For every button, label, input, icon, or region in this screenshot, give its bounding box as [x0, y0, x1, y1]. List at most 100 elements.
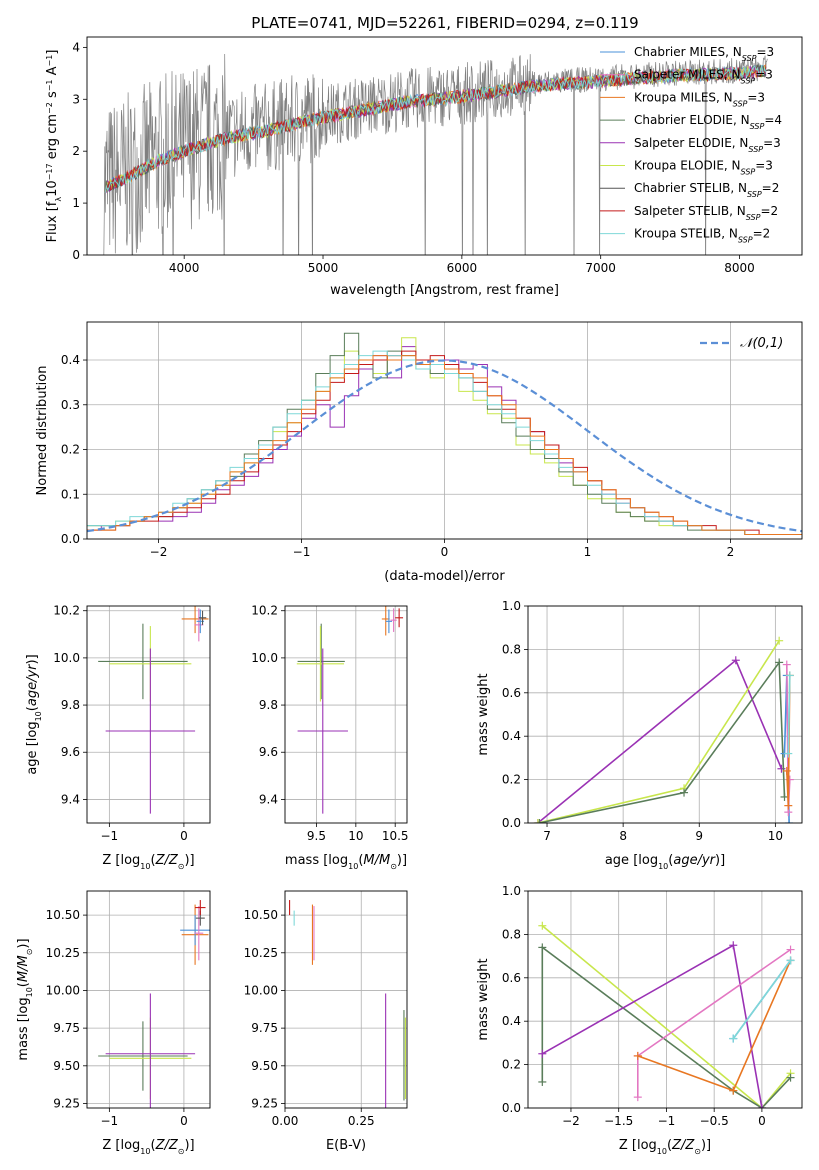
legend: Chabrier MILES, NSSP=3 Salpeter MILES, NS…	[600, 45, 782, 244]
weight-marker	[786, 956, 795, 965]
errorbar-point	[385, 609, 393, 634]
errorbar-point	[105, 993, 196, 1108]
weight-marker	[757, 1104, 766, 1108]
weight-marker	[785, 819, 794, 823]
legend-label: 𝒩(0,1)	[740, 336, 783, 351]
legend-label: Salpeter ELODIE, NSSP=3	[634, 136, 781, 154]
x-tick-label: 10	[348, 829, 363, 843]
x-axis-label: Z [log10(Z/Z⊙)]	[619, 1138, 711, 1156]
x-tick-label: 9	[695, 829, 703, 843]
y-tick-label: 0.0	[61, 532, 80, 546]
errorbar-point	[297, 623, 345, 700]
x-tick-label: 2	[727, 545, 735, 559]
x-axis-label: (data-model)/error	[384, 569, 505, 584]
weight-marker	[785, 671, 794, 680]
weight-marker	[538, 943, 547, 952]
axes-frame	[86, 890, 211, 1109]
weight-marker	[533, 819, 542, 823]
axes-frame	[86, 36, 803, 256]
weight-marker	[775, 636, 784, 645]
plot-area-age_vs_mass	[296, 606, 404, 814]
y-tick-label: 9.75	[251, 1021, 278, 1035]
weight-marker	[775, 658, 784, 667]
y-tick-label: 10.25	[244, 946, 278, 960]
y-axis-label: mass weight	[476, 673, 491, 755]
y-tick-label: 10.25	[46, 946, 80, 960]
legend-label: Chabrier STELIB, NSSP=2	[634, 181, 779, 199]
legend-label: Chabrier MILES, NSSP=3	[634, 45, 774, 63]
y-tick-label: 9.6	[61, 745, 80, 759]
x-tick-label: 0	[758, 1114, 766, 1128]
y-tick-label: 10.00	[46, 983, 80, 997]
x-tick-label: 0.00	[272, 1114, 299, 1128]
y-tick-label: 9.8	[259, 698, 278, 712]
legend-label: Chabrier ELODIE, NSSP=4	[634, 113, 782, 131]
legend-label: Salpeter MILES, NSSP=3	[634, 68, 773, 86]
x-tick-label: −0.5	[700, 1114, 729, 1128]
x-tick-label: −2	[150, 545, 168, 559]
plot-area-weight_vs_Z	[538, 921, 795, 1108]
plot-residuals: −2 −1 0 1 2 0.0 0.1 0.2 0.3 0.4 (data-model)/error…	[35, 321, 803, 584]
errorbar-point	[98, 1021, 188, 1091]
errorbar-point	[181, 606, 209, 634]
y-axis-label: age [log10(age/yr)]	[25, 654, 43, 774]
y-tick-label: 0.2	[502, 1058, 521, 1072]
weight-line	[787, 675, 791, 754]
weight-marker	[782, 766, 791, 775]
plot-mass_vs_ebv: 0.00 0.25 9.25 9.50 9.75 10.00 10.25 10.50 E(B-V…	[244, 890, 408, 1153]
y-tick-label: 9.50	[251, 1059, 278, 1073]
plot-area-mass_vs_Z	[98, 900, 210, 1108]
axes-frame	[527, 890, 803, 1109]
x-tick-label: 7000	[585, 261, 616, 275]
y-tick-label: 10.0	[53, 651, 80, 665]
y-tick-label: 1	[72, 196, 80, 210]
x-tick-label: −1.5	[604, 1114, 633, 1128]
plot-weight_vs_age: 7 8 9 10 0.0 0.2 0.4 0.6 0.8 1.0 age [log10(age/yr…	[476, 599, 803, 871]
plot-area-age_vs_Z	[98, 606, 209, 814]
y-tick-label: 9.4	[259, 792, 278, 806]
errorbar-point	[180, 915, 210, 946]
y-tick-label: 0.2	[502, 773, 521, 787]
x-tick-label: −1	[293, 545, 311, 559]
y-tick-label: 9.25	[251, 1096, 278, 1110]
spectrum-model-line	[104, 64, 767, 194]
plot-age_vs_mass: 9.5 10 10.5 9.4 9.6 9.8 10.0 10.2 mass [log10(M/…	[251, 604, 409, 871]
plot-area-spectrum	[103, 53, 768, 255]
plot-age_vs_Z: −1 0 9.4 9.6 9.8 10.0 10.2 Z [log10(Z/Z⊙)] age […	[25, 604, 211, 871]
y-tick-label: 10.50	[244, 908, 278, 922]
plot-weight_vs_Z: −2 −1.5 −1 −0.5 0 0.0 0.2 0.4 0.6 0.8 1.0 Z [log10(…	[476, 884, 803, 1156]
y-tick-label: 10.2	[251, 604, 278, 618]
x-tick-label: 10	[768, 829, 783, 843]
legend-label: Salpeter STELIB, NSSP=2	[634, 204, 778, 222]
y-tick-label: 10.2	[53, 604, 80, 618]
y-tick-label: 0.3	[61, 398, 80, 412]
y-tick-label: 0	[72, 248, 80, 262]
y-tick-label: 9.8	[61, 698, 80, 712]
errorbar-point	[395, 608, 404, 628]
legend-label: Kroupa STELIB, NSSP=2	[634, 227, 770, 245]
weight-marker	[786, 1073, 795, 1082]
x-axis-label: Z [log10(Z/Z⊙)]	[102, 853, 194, 871]
spectrum-model-line	[104, 66, 767, 194]
x-tick-label: 0	[441, 545, 449, 559]
x-axis-label: E(B-V)	[326, 1138, 366, 1153]
x-tick-label: 0.25	[348, 1114, 375, 1128]
errorbar-point	[194, 608, 204, 642]
weight-marker	[729, 1034, 738, 1043]
x-tick-label: 10.5	[382, 829, 409, 843]
weight-marker	[729, 1086, 738, 1095]
errorbar-point	[194, 906, 204, 961]
weight-marker	[538, 1077, 547, 1086]
axes-frame	[527, 605, 803, 824]
errorbar-point	[390, 608, 397, 632]
x-tick-label: 8000	[724, 261, 755, 275]
x-axis-label: age [log10(age/yr)]	[605, 853, 725, 871]
figure-title: PLATE=0741, MJD=52261, FIBERID=0294, z=0…	[251, 14, 638, 32]
weight-line	[539, 660, 786, 823]
y-axis-label: Normed distribution	[35, 366, 50, 496]
weight-line	[732, 959, 792, 1040]
x-tick-label: −1	[101, 1114, 119, 1128]
weight-marker	[731, 656, 740, 665]
x-tick-label: 4000	[169, 261, 200, 275]
y-tick-label: 0.4	[502, 729, 521, 743]
